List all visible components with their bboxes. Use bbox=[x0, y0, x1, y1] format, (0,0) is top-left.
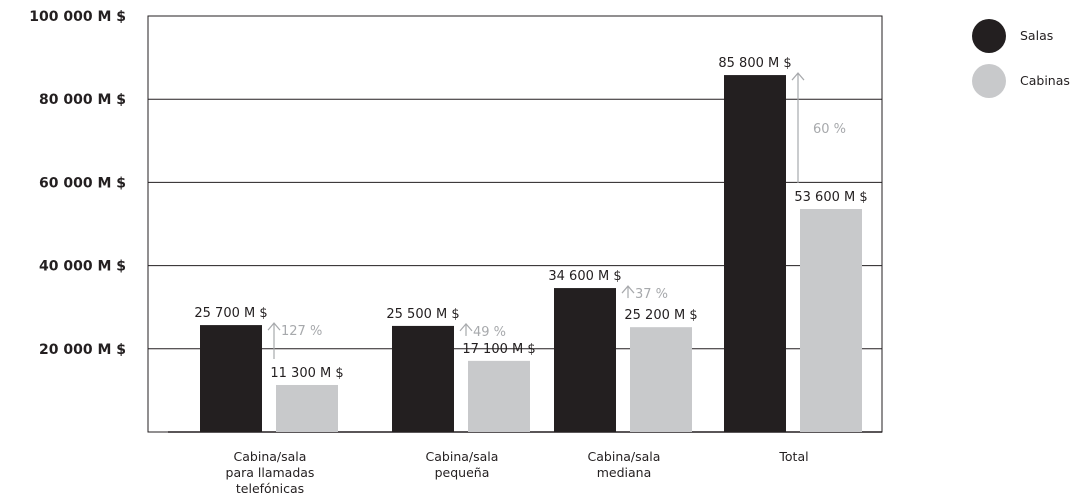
y-tick-label: 100 000 M $ bbox=[29, 9, 126, 25]
x-tick-label: Cabina/sala bbox=[234, 449, 307, 464]
data-label: 25 500 M $ bbox=[386, 307, 459, 322]
data-label: 11 300 M $ bbox=[270, 366, 343, 381]
data-label: 25 700 M $ bbox=[194, 306, 267, 321]
difference-label: 49 % bbox=[473, 325, 506, 340]
data-label: 25 200 M $ bbox=[624, 308, 697, 323]
bar-salas bbox=[200, 325, 262, 432]
legend-swatch-salas bbox=[972, 19, 1006, 53]
difference-label: 37 % bbox=[635, 287, 668, 302]
bar-salas bbox=[554, 288, 616, 432]
bar-salas bbox=[724, 75, 786, 433]
x-tick-label: Cabina/sala bbox=[426, 449, 499, 464]
difference-label: 60 % bbox=[813, 122, 846, 137]
arrow-head bbox=[267, 322, 281, 331]
data-label: 17 100 M $ bbox=[462, 342, 535, 357]
x-tick-label: telefónicas bbox=[236, 481, 304, 496]
y-tick-label: 60 000 M $ bbox=[39, 175, 126, 191]
y-tick-label: 20 000 M $ bbox=[39, 342, 126, 358]
arrow-head bbox=[621, 285, 635, 294]
bar-cabinas bbox=[468, 360, 530, 432]
y-tick-label: 40 000 M $ bbox=[39, 259, 126, 275]
data-label: 34 600 M $ bbox=[548, 269, 621, 284]
y-tick-label: 80 000 M $ bbox=[39, 92, 126, 108]
data-label: 85 800 M $ bbox=[718, 56, 791, 71]
arrow-head bbox=[791, 72, 805, 81]
x-tick-label: para llamadas bbox=[226, 465, 315, 480]
legend-swatch-cabinas bbox=[972, 64, 1006, 98]
bar-cabinas bbox=[276, 384, 338, 432]
bar-cabinas bbox=[630, 327, 692, 432]
x-tick-label: Cabina/sala bbox=[588, 449, 661, 464]
x-tick-label: pequeña bbox=[435, 465, 490, 480]
legend-label: Cabinas bbox=[1020, 73, 1070, 88]
bar-cabinas bbox=[800, 209, 862, 432]
x-tick-label: mediana bbox=[597, 465, 652, 480]
legend-label: Salas bbox=[1020, 28, 1053, 43]
bar-salas bbox=[392, 325, 454, 432]
data-label: 53 600 M $ bbox=[794, 190, 867, 205]
x-tick-label: Total bbox=[778, 449, 808, 464]
arrow-head bbox=[459, 322, 473, 332]
difference-label: 127 % bbox=[281, 324, 322, 339]
